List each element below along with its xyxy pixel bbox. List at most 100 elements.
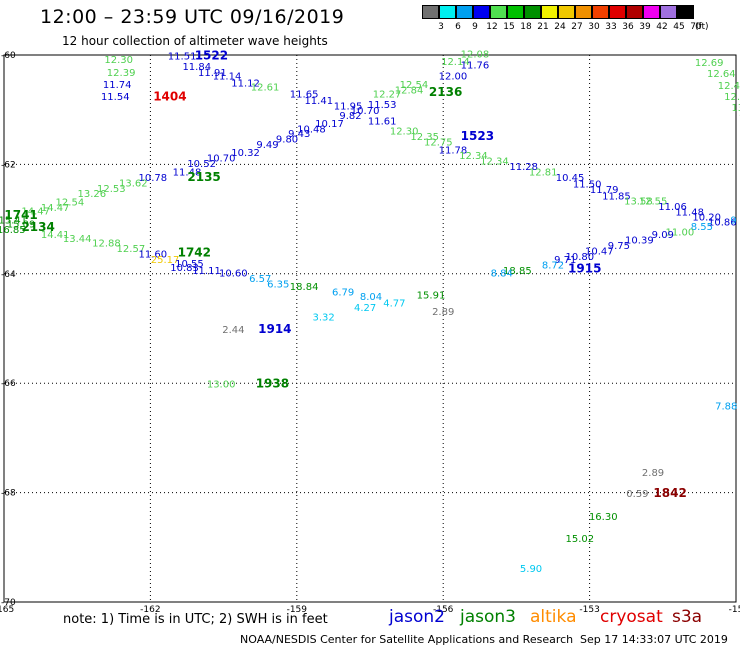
pass-time-label: 2134 <box>21 220 54 234</box>
wave-height-label: 13.62 <box>119 178 148 189</box>
lat-tick-label: -60 <box>1 51 16 61</box>
wave-height-label: 8.84 <box>491 269 513 280</box>
legend-swatch <box>439 5 456 19</box>
wave-height-label: 2.44 <box>222 325 244 336</box>
legend-label: 6 <box>455 22 461 32</box>
pass-time-label: 1741 <box>4 208 37 222</box>
pass-time-label: 1842 <box>653 486 686 500</box>
legend-swatch <box>660 5 677 19</box>
pass-time-label: 1742 <box>178 245 211 259</box>
wave-height-label: 11.65 <box>290 90 319 101</box>
wave-height-label: 11.14 <box>213 72 242 83</box>
legend-label: 42 <box>656 22 668 32</box>
wave-height-label: 9 <box>730 215 736 226</box>
legend-label: 3 <box>438 22 444 32</box>
wave-height-label: 13.00 <box>207 380 236 391</box>
wave-height-label: 12.27 <box>373 90 402 101</box>
lon-tick-label: -159 <box>287 605 308 615</box>
wave-height-label: 10.55 <box>175 259 204 270</box>
wave-height-label: 11.50 <box>573 179 602 190</box>
wave-height-label: 12.53 <box>97 184 126 195</box>
wave-height-label: 15.09 <box>7 219 36 230</box>
legend-swatch <box>507 5 524 19</box>
wave-height-label: 12.34 <box>459 151 488 162</box>
legend-label: 12 <box>486 22 498 32</box>
wave-height-label: 9.75 <box>608 241 630 252</box>
wave-height-label: 13.44 <box>63 234 92 245</box>
wave-height-label: 11.48 <box>675 207 704 218</box>
wave-height-label: 3.32 <box>313 312 335 323</box>
wave-height-label: 12.84 <box>395 85 424 96</box>
wave-height-label: 0.59 <box>626 489 648 500</box>
credit-line: NOAA/NESDIS Center for Satellite Applica… <box>240 633 574 646</box>
wave-height-label: 12.75 <box>424 137 453 148</box>
satellite-legend-cryosat: cryosat <box>600 607 663 627</box>
satellite-legend-s3a: s3a <box>672 607 703 627</box>
wave-height-label: 12.00 <box>439 72 468 83</box>
wave-height-label: 12.81 <box>529 167 558 178</box>
wave-height-label: 11.12 <box>231 79 260 90</box>
wave-height-label: 11.51 <box>168 51 197 62</box>
wave-height-label: 10.39 <box>625 236 654 247</box>
wave-height-label: 18.84 <box>290 282 319 293</box>
wave-height-label: 12.88 <box>92 238 121 249</box>
wave-height-label: 10.78 <box>139 173 168 184</box>
wave-height-label: 12.42 <box>718 81 740 92</box>
legend-swatch <box>473 5 490 19</box>
wave-height-label: 11.28 <box>509 162 538 173</box>
generated-timestamp: Sep 17 14:33:07 UTC 2019 <box>580 633 728 646</box>
wave-height-label: 11.95 <box>334 102 363 113</box>
wave-height-label: 6.35 <box>267 279 289 290</box>
wave-height-label: 10.83 <box>170 263 199 274</box>
wave-height-label: 10.70 <box>351 106 380 117</box>
lat-tick-label: -66 <box>1 379 16 389</box>
wave-height-label: 4.77 <box>383 299 405 310</box>
wave-height-label: 11.54 <box>101 92 130 103</box>
legend-swatch <box>592 5 609 19</box>
wave-height-label: 11.85 <box>602 191 631 202</box>
wave-height-label: 12.63 <box>724 92 740 103</box>
satellite-legend-altika: altika <box>530 607 577 627</box>
legend-label: 9 <box>472 22 478 32</box>
map-frame <box>3 54 737 603</box>
legend-swatch <box>558 5 575 19</box>
wave-height-label: 10.47 <box>585 247 614 258</box>
wave-height-label: 11.11 <box>192 266 221 277</box>
legend-label: 45 <box>673 22 685 32</box>
legend-label: 15 <box>503 22 515 32</box>
legend-swatch <box>677 5 694 19</box>
wave-height-label: 10.70 <box>207 154 236 165</box>
wave-height-label: 9.49 <box>256 140 278 151</box>
wave-height-label: 11.48 <box>173 167 202 178</box>
wave-height-label: 12.34 <box>480 156 509 167</box>
wave-height-label: 13.12 <box>731 103 740 114</box>
wave-height-label: 12.57 <box>117 244 146 255</box>
wave-height-label: 4.27 <box>354 303 376 314</box>
wave-height-label: 10.48 <box>297 125 326 136</box>
wave-height-label: 12.14 <box>441 57 470 68</box>
wave-height-label: 10.80 <box>566 252 595 263</box>
wave-height-label: 9.80 <box>276 135 298 146</box>
legend-label: 39 <box>639 22 651 32</box>
wave-height-label: 14.47 <box>41 203 70 214</box>
legend-label: 18 <box>520 22 532 32</box>
wave-height-label: 11.61 <box>368 116 397 127</box>
wave-height-label: 15.41 <box>0 215 27 226</box>
pass-time-label: 1915 <box>568 262 601 276</box>
wave-height-label: 15.02 <box>566 534 595 545</box>
wave-height-label: 13.58 <box>624 196 653 207</box>
lon-tick-label: -162 <box>140 605 160 615</box>
wave-height-label: 14.41 <box>41 230 70 241</box>
wave-height-label: 18.85 <box>503 266 532 277</box>
legend-label: 33 <box>605 22 617 32</box>
wave-height-label: 8.04 <box>360 292 382 303</box>
wave-height-label: 12.55 <box>639 196 668 207</box>
wave-height-label: 12.54 <box>56 197 85 208</box>
pass-time-label: 2136 <box>429 85 462 99</box>
wave-height-label: 9.71 <box>554 255 576 266</box>
wave-height-label: 8.72 <box>542 260 564 271</box>
legend-label: 30 <box>588 22 600 32</box>
pass-time-label: 1914 <box>258 322 291 336</box>
lat-tick-label: -64 <box>1 270 16 280</box>
